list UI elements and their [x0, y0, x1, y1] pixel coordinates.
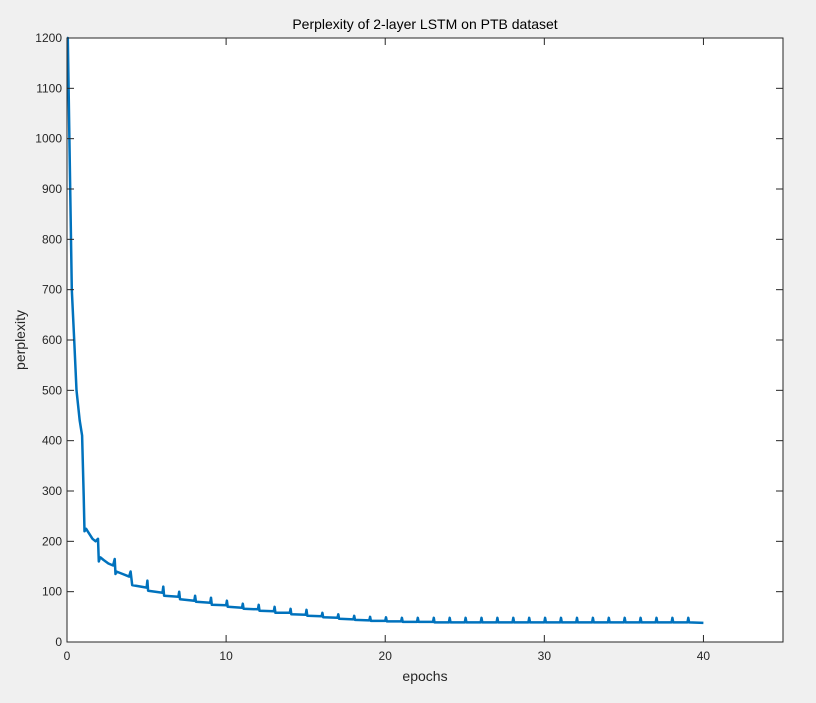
y-tick-label: 600 — [42, 333, 62, 347]
y-tick-label: 900 — [42, 182, 62, 196]
x-tick-label: 20 — [379, 649, 393, 663]
series-line — [66, 36, 704, 625]
y-tick-label: 1000 — [35, 132, 62, 146]
y-tick-label: 400 — [42, 434, 62, 448]
y-tick-label: 500 — [42, 383, 62, 397]
y-tick-label: 300 — [42, 484, 62, 498]
y-axis-label: perplexity — [12, 310, 28, 370]
y-tick-label: 1100 — [36, 81, 62, 95]
x-axis-label: epochs — [402, 668, 447, 684]
plot-background — [67, 38, 783, 642]
series-layer — [66, 36, 704, 625]
x-tick-label: 30 — [538, 649, 552, 663]
y-tick-label: 1200 — [35, 31, 62, 45]
y-tick-label: 200 — [42, 534, 62, 548]
y-tick-label: 700 — [42, 283, 62, 297]
x-tick-label: 10 — [219, 649, 233, 663]
x-tick-label: 0 — [64, 649, 71, 663]
chart-title: Perplexity of 2-layer LSTM on PTB datase… — [292, 16, 557, 32]
y-tick-label: 800 — [42, 232, 62, 246]
y-tick-label: 0 — [55, 635, 62, 649]
y-tick-label: 100 — [42, 585, 62, 599]
ticks-layer: 0 10 20 30 400100200300400500600700800900100… — [35, 31, 783, 663]
x-tick-label: 40 — [697, 649, 711, 663]
